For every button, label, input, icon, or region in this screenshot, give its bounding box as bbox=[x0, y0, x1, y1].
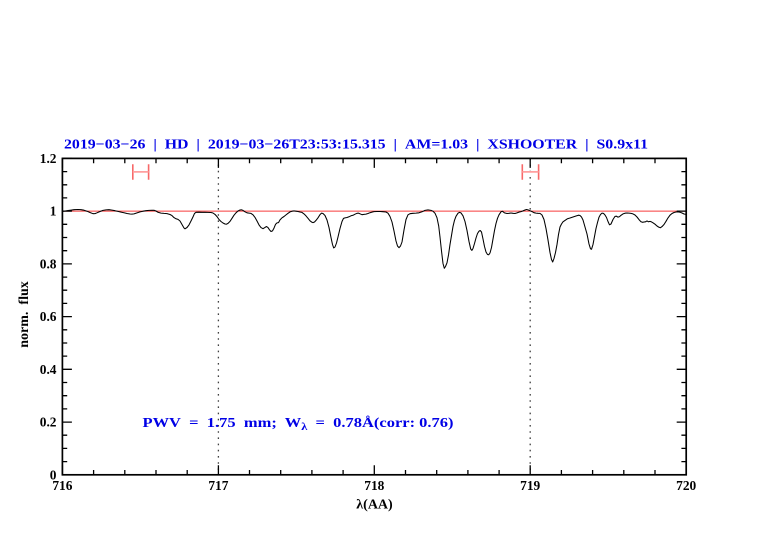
svg-text:716: 716 bbox=[52, 478, 72, 493]
svg-text:λ(AA): λ(AA) bbox=[356, 497, 393, 512]
svg-text:0.6: 0.6 bbox=[40, 309, 57, 324]
svg-text:2019−03−26 | HD | 2019−03−: 2019−03−26 | HD | 2019−03−26T23:53:15.31… bbox=[64, 137, 648, 152]
svg-text:0.2: 0.2 bbox=[40, 415, 57, 430]
svg-text:1.2: 1.2 bbox=[40, 151, 57, 166]
svg-text:719: 719 bbox=[520, 478, 540, 493]
svg-text:0: 0 bbox=[50, 467, 57, 482]
svg-text:0.8: 0.8 bbox=[40, 257, 57, 272]
svg-text:0.4: 0.4 bbox=[40, 362, 57, 377]
svg-text:720: 720 bbox=[676, 478, 696, 493]
svg-text:1: 1 bbox=[50, 204, 57, 219]
svg-text:PWV = 1.75 mm; Wλ = 0.78: PWV = 1.75 mm; Wλ = 0.78Å(corr: 0.76) bbox=[143, 415, 454, 433]
svg-text:718: 718 bbox=[364, 478, 384, 493]
svg-text:717: 717 bbox=[208, 478, 228, 493]
svg-text:norm. flux: norm. flux bbox=[17, 281, 32, 348]
